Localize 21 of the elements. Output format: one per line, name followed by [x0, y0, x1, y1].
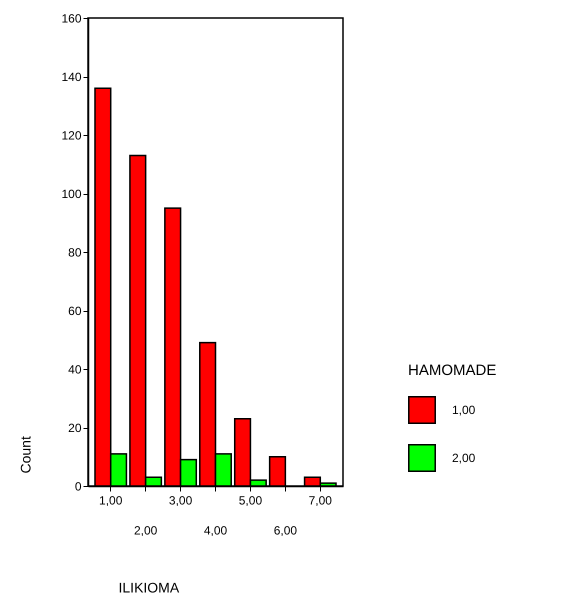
y-tick-label: 140 [61, 70, 82, 84]
y-tick-label: 80 [68, 246, 82, 260]
y-tick-label: 100 [61, 187, 82, 201]
legend-label: 2,00 [452, 451, 476, 465]
y-tick-label: 40 [68, 362, 82, 376]
x-tick-label: 5,00 [238, 494, 262, 508]
y-tick-label: 60 [68, 304, 82, 318]
x-tick-label: 6,00 [274, 524, 298, 538]
x-tick-label: 1,00 [99, 494, 123, 508]
y-tick-label: 120 [61, 128, 82, 142]
x-axis-title: ILIKIOMA [118, 580, 180, 596]
x-tick-label: 7,00 [308, 494, 332, 508]
y-tick-label: 160 [61, 12, 82, 26]
x-tick-label: 3,00 [168, 494, 193, 508]
legend-label: 1,00 [452, 403, 476, 417]
y-axis-title: Count [18, 436, 34, 474]
x-tick-label: 2,00 [134, 524, 158, 538]
legend-title: HAMOMADE [408, 362, 496, 379]
x-tick-label: 4,00 [204, 524, 228, 538]
y-tick-label: 20 [68, 421, 82, 435]
y-tick-label: 0 [74, 480, 82, 494]
